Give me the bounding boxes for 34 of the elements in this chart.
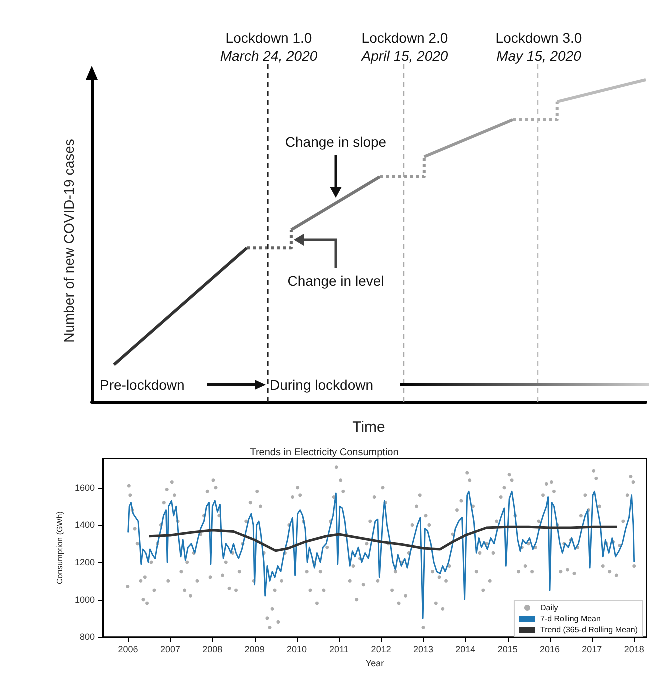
x-tick-label: 2016 [540, 644, 560, 655]
x-axis-title: Time [352, 419, 386, 436]
annotation: During lockdown [270, 377, 374, 393]
annotation: Change in level [288, 273, 384, 289]
legend-label: Daily [540, 604, 558, 612]
y-tick-label: 1200 [74, 558, 95, 568]
x-axis-title: Year [366, 658, 384, 668]
y-tick-label: 1000 [74, 594, 95, 605]
y-tick-label: 1600 [74, 482, 95, 493]
x-tick-label: 2008 [202, 644, 223, 655]
x-tick-label: 2007 [160, 644, 180, 655]
x-tick-label: 2011 [329, 644, 349, 655]
x-tick-label: 2014 [456, 644, 476, 655]
y-tick-label: 800 [80, 632, 95, 642]
x-tick-label: 2009 [244, 644, 265, 655]
text: Lockdown 2.0 April 15, 2020 [360, 30, 448, 64]
text: Lockdown 1.0 March 24, 2020 [220, 30, 318, 64]
x-tick-label: 2012 [371, 644, 392, 655]
annotation: Change in slope [285, 134, 387, 150]
y-axis-title: Number of new COVID-19 cases [61, 139, 77, 343]
x-tick-label: 2013 [413, 644, 434, 655]
x-tick-label: 2010 [286, 644, 307, 655]
y-tick-label: 1400 [74, 520, 95, 530]
x-tick-label: 2015 [498, 644, 518, 655]
text: Lockdown 3.0 May 15, 2020 [496, 30, 582, 64]
chart-title: Trends in Electricity Consumption [250, 448, 399, 458]
x-tick-label: 2018 [624, 644, 644, 655]
x-tick-label: 2006 [118, 644, 138, 655]
y-axis-title: Consumption (GWh) [56, 511, 65, 585]
x-tick-label: 2017 [582, 644, 602, 655]
annotation: Pre-lockdown [100, 377, 185, 393]
legend-label: 7-d Rolling Mean [540, 614, 601, 624]
line-series [148, 526, 619, 552]
legend-label: Trend (365-d Rolling Mean) [540, 626, 638, 634]
